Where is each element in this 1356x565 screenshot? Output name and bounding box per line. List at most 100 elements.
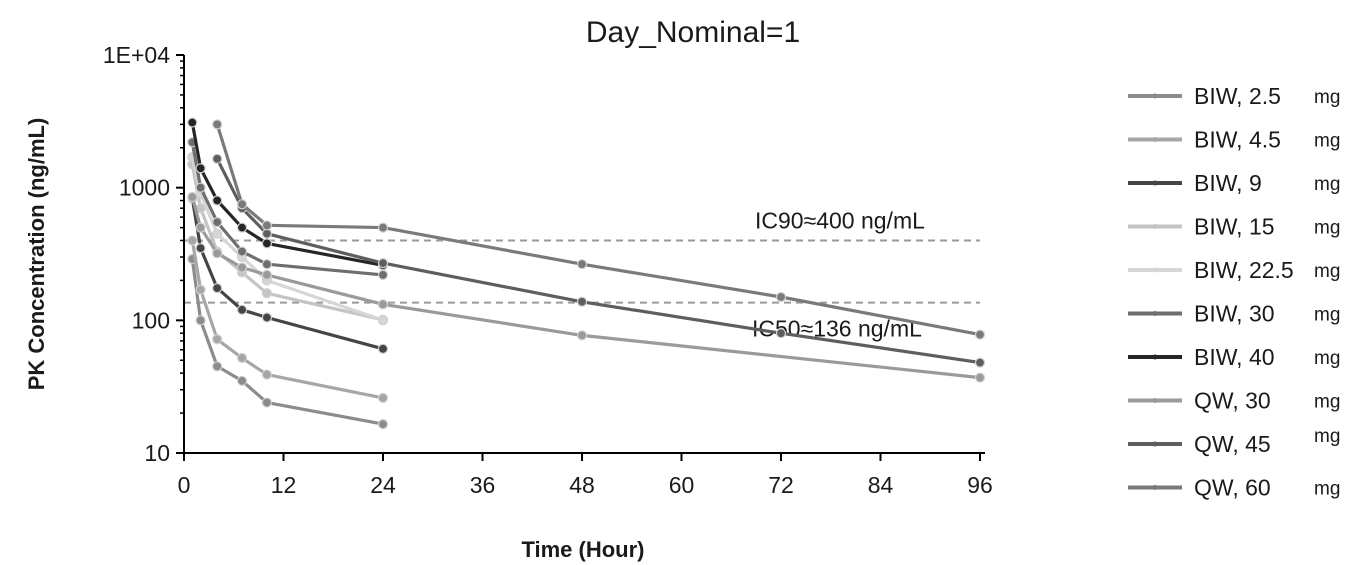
series-group: [187, 117, 389, 271]
data-point: [212, 195, 223, 206]
legend-unit: mg: [1314, 261, 1340, 282]
data-point: [377, 419, 389, 430]
reference-line-label: IC90≈400 ng/mL: [755, 207, 925, 233]
x-tick-label: 48: [569, 472, 595, 498]
data-point: [236, 304, 248, 315]
data-point: [377, 269, 389, 281]
legend-marker: [1152, 485, 1158, 490]
data-point: [212, 334, 223, 345]
data-point: [236, 262, 248, 273]
legend-label: QW, 60: [1194, 475, 1271, 501]
legend-label: BIW, 30: [1194, 301, 1275, 327]
ticks: 0 12 24 36 48 60 72 84 96 10 100 1000 1E+04: [103, 42, 993, 498]
data-point: [212, 153, 223, 164]
series-group: [212, 119, 986, 340]
y-tick-label: 100: [132, 307, 170, 333]
legend-label: BIW, 15: [1194, 214, 1275, 240]
data-point: [576, 296, 588, 307]
legend-label: QW, 30: [1194, 388, 1271, 414]
x-tick-label: 36: [470, 472, 496, 498]
data-point: [261, 397, 273, 408]
legend-marker: [1152, 441, 1158, 447]
data-point: [212, 248, 223, 259]
data-point: [187, 191, 198, 203]
data-point: [261, 312, 273, 323]
legend-marker: [1152, 93, 1158, 99]
data-point: [261, 238, 273, 249]
x-tick-label: 0: [178, 472, 191, 498]
data-point: [195, 182, 206, 193]
series-group: [187, 159, 389, 325]
data-point: [212, 119, 223, 130]
legend-label: BIW, 22.5: [1194, 257, 1294, 283]
legend-label: QW, 45: [1194, 431, 1271, 457]
axes: [183, 55, 985, 454]
x-tick-label: 96: [967, 472, 993, 498]
data-point: [236, 246, 248, 257]
data-point: [775, 328, 787, 339]
data-point: [377, 299, 389, 310]
legend-unit: mg: [1314, 479, 1340, 500]
series-line: [190, 258, 384, 426]
data-point: [775, 291, 787, 303]
data-point: [212, 217, 223, 228]
data-point: [377, 315, 389, 326]
data-point: [195, 243, 206, 254]
legend-label: BIW, 2.5: [1194, 83, 1281, 109]
x-tick-label: 72: [768, 472, 794, 498]
x-tick-label: 12: [271, 472, 297, 498]
data-point: [187, 117, 198, 128]
legend-item: BIW, 4.5 mg: [1128, 127, 1340, 153]
series-group: [187, 191, 986, 383]
data-point: [974, 372, 986, 383]
series-line: [190, 196, 981, 380]
data-point: [377, 258, 389, 269]
legend-label: BIW, 40: [1194, 344, 1275, 370]
y-axis-label: PK Concentration (ng/mL): [24, 118, 49, 391]
data-point: [195, 222, 206, 233]
x-tick-label: 84: [868, 472, 894, 498]
legend-unit: mg: [1314, 426, 1340, 447]
legend-item: BIW, 30 mg: [1128, 301, 1340, 327]
data-point: [576, 259, 588, 270]
data-point: [195, 284, 206, 295]
y-tick-label: 10: [144, 440, 170, 466]
data-point: [377, 222, 389, 233]
data-point: [261, 259, 273, 270]
data-point: [261, 269, 273, 281]
legend-unit: mg: [1314, 392, 1340, 413]
chart-title: Day_Nominal=1: [586, 16, 800, 49]
legend-label: BIW, 9: [1194, 170, 1262, 196]
series-line: [190, 122, 384, 267]
data-point: [974, 329, 986, 340]
legend-unit: mg: [1314, 218, 1340, 239]
data-point: [212, 282, 223, 294]
data-point: [212, 228, 223, 239]
legend-marker: [1152, 311, 1158, 316]
series-lines: [187, 117, 986, 430]
data-point: [236, 375, 248, 386]
data-point: [261, 369, 273, 380]
legend-marker: [1152, 224, 1158, 229]
legend-unit: mg: [1314, 87, 1340, 108]
legend-marker: [1152, 137, 1158, 142]
legend-marker: [1152, 398, 1158, 403]
legend-marker: [1152, 267, 1158, 273]
legend-marker: [1152, 354, 1158, 360]
legend-unit: mg: [1314, 305, 1340, 326]
series-line: [190, 198, 384, 351]
legend-item: BIW, 2.5 mg: [1128, 83, 1340, 109]
legend-marker: [1152, 180, 1158, 186]
data-point: [195, 163, 206, 174]
legend-label: BIW, 4.5: [1194, 127, 1281, 153]
legend-unit: mg: [1314, 131, 1340, 152]
data-point: [212, 361, 223, 372]
y-tick-label: 1000: [119, 175, 170, 201]
series-line: [190, 141, 384, 277]
legend-item: BIW, 15 mg: [1128, 214, 1340, 240]
data-point: [377, 343, 389, 354]
x-tick-label: 60: [669, 472, 695, 498]
data-point: [261, 228, 273, 239]
legend-item: BIW, 9 mg: [1128, 170, 1340, 196]
